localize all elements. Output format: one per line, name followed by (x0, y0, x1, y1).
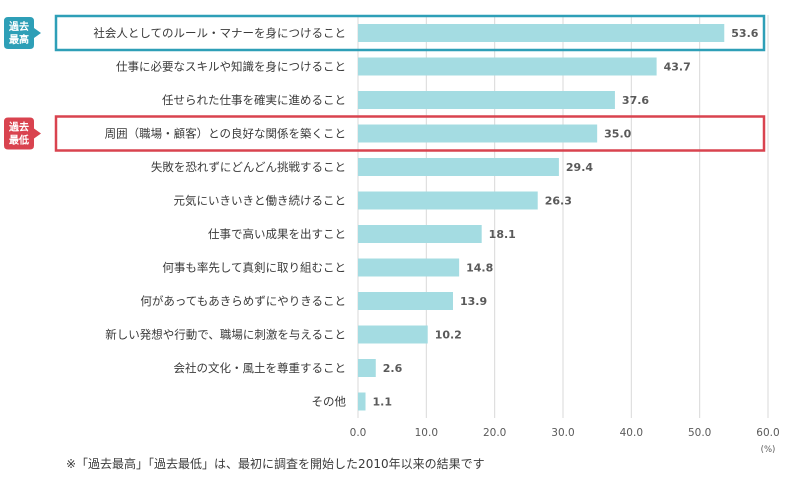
highlight-badge (4, 17, 41, 49)
bar (358, 258, 460, 277)
highlight-badge-text: 最低 (9, 134, 29, 147)
value-label: 13.9 (460, 295, 487, 308)
bar (358, 57, 657, 76)
category-label: 失敗を恐れずにどんどん挑戦すること (151, 160, 346, 174)
value-label: 14.8 (466, 262, 493, 275)
category-label: 元気にいきいきと働き続けること (174, 194, 347, 208)
highlight-frame (54, 14, 766, 52)
value-label: 53.6 (731, 27, 758, 40)
bar (358, 292, 453, 310)
bar (358, 359, 376, 377)
value-label: 43.7 (664, 61, 691, 74)
bar (358, 91, 615, 109)
x-tick-label: 10.0 (415, 427, 438, 439)
highlight-badge-text: 過去 (8, 20, 29, 33)
value-label: 10.2 (435, 329, 462, 342)
x-tick-label: 50.0 (688, 427, 711, 439)
category-label: 新しい発想や行動で、職場に刺激を与えること (105, 328, 346, 342)
highlight-badge-text: 過去 (8, 121, 29, 134)
x-tick-label: 30.0 (551, 427, 574, 439)
value-label: 2.6 (383, 362, 403, 375)
value-label: 37.6 (622, 94, 649, 107)
value-label: 26.3 (545, 195, 572, 208)
bar (358, 158, 559, 176)
category-label: 周囲（職場・顧客）との良好な関係を築くこと (105, 127, 346, 141)
category-label: 社会人としてのルール・マナーを身につけること (93, 26, 346, 40)
bar (358, 225, 482, 243)
category-label: その他 (312, 395, 347, 409)
value-label: 18.1 (489, 228, 516, 241)
x-tick-label: 20.0 (483, 427, 506, 439)
bar (358, 191, 538, 210)
unit-label: (%) (761, 445, 776, 455)
category-label: 会社の文化・風土を尊重すること (174, 361, 347, 375)
category-label: 仕事で高い成果を出すこと (208, 227, 346, 241)
value-label: 1.1 (373, 396, 393, 409)
x-tick-label: 0.0 (350, 427, 367, 439)
x-tick-label: 60.0 (756, 427, 779, 439)
highlight-frame (54, 115, 766, 152)
category-label: 何事も率先して真剣に取り組むこと (162, 261, 346, 275)
category-label: 仕事に必要なスキルや知識を身につけること (116, 60, 346, 74)
value-label: 29.4 (566, 161, 593, 174)
bar (358, 24, 725, 42)
highlight-badge-text: 最高 (9, 33, 29, 46)
highlight-badge (4, 117, 41, 150)
x-tick-label: 40.0 (620, 427, 643, 439)
bar (358, 325, 428, 344)
bar (358, 392, 366, 411)
category-label: 任せられた仕事を確実に進めること (162, 93, 346, 107)
value-label: 35.0 (604, 128, 631, 141)
bar (358, 124, 598, 143)
category-label: 何があってもあきらめずにやりきること (140, 294, 346, 308)
footnote: ※「過去最高」「過去最低」は、最初に調査を開始した2010年以来の結果です (66, 457, 485, 471)
